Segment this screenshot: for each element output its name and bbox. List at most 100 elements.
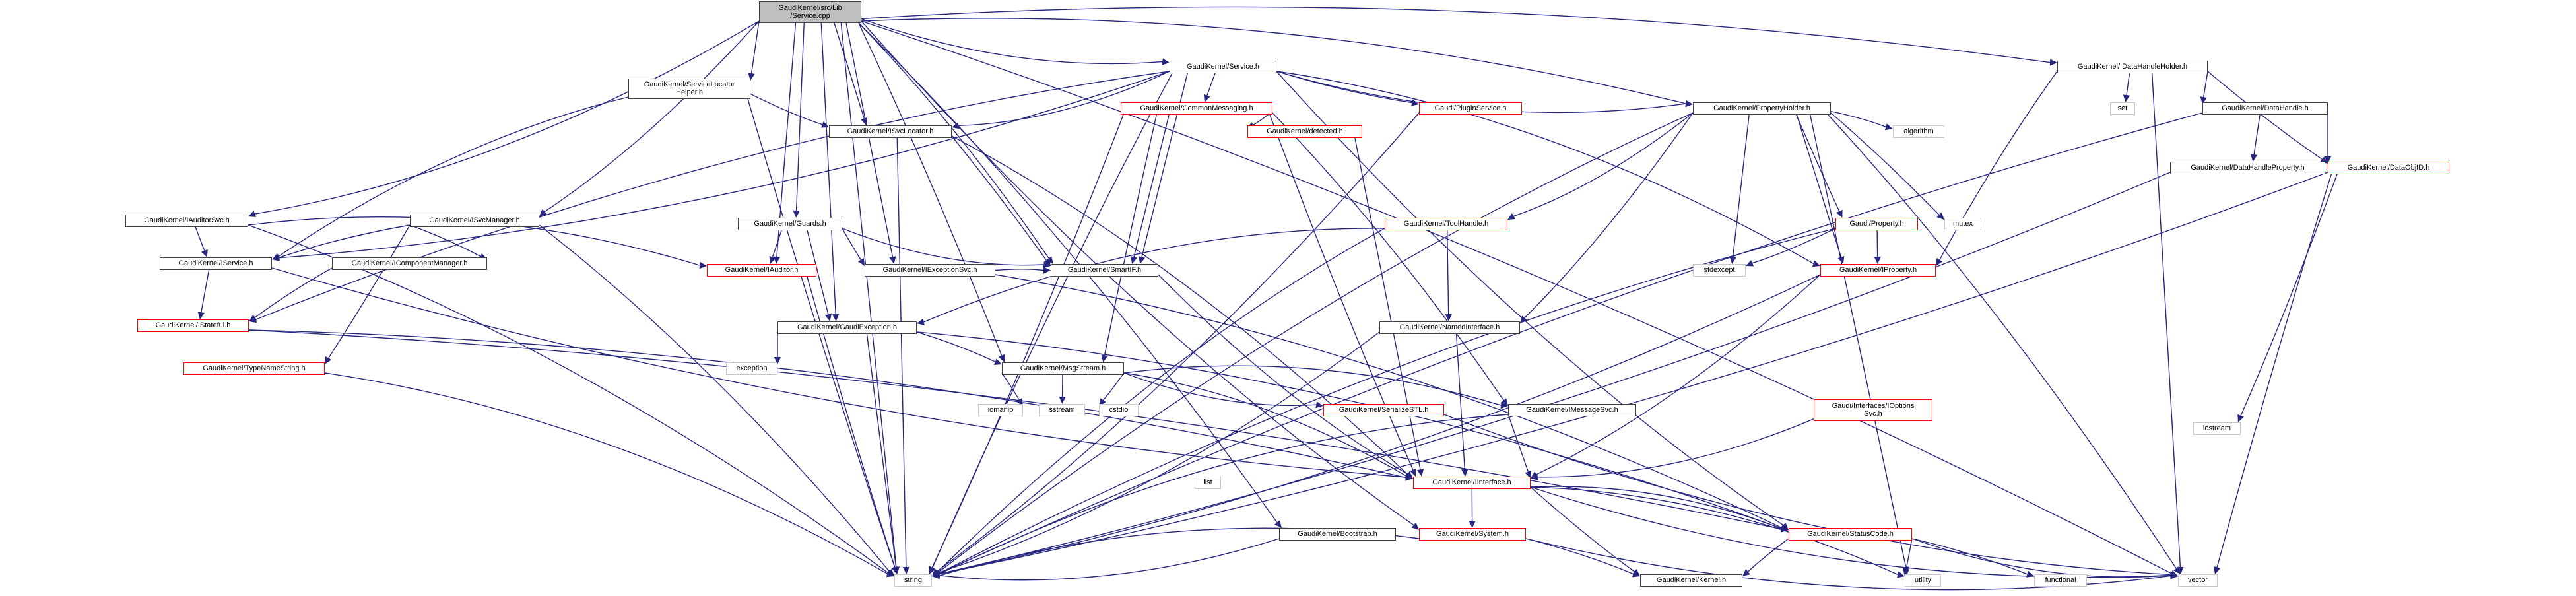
edge-pluginservice-to-string [937, 112, 1420, 572]
arrowhead-icon [2123, 94, 2130, 102]
graph-node-kernel[interactable]: GaudiKernel/Kernel.h [1640, 574, 1742, 587]
edge-property-to-stdexcept [1752, 228, 1836, 264]
graph-node-sstream[interactable]: sstream [1039, 404, 1085, 416]
graph-node-idatahandleholder[interactable]: GaudiKernel/IDataHandleHolder.h [2057, 61, 2208, 73]
arrowhead-icon [917, 318, 925, 325]
graph-node-set[interactable]: set [2110, 102, 2135, 115]
arrowhead-icon [1162, 58, 1170, 65]
graph-node-serializestl[interactable]: GaudiKernel/SerializeSTL.h [1323, 404, 1444, 416]
arrowhead-icon [857, 257, 865, 266]
edge-commonmessaging-to-smartif [1133, 114, 1170, 257]
graph-node-imessagesvc[interactable]: GaudiKernel/IMessageSvc.h [1508, 404, 1636, 416]
edge-istateful-to-iinterface [248, 329, 1406, 479]
edge-service_h-to-isvclocator [958, 71, 1170, 126]
edge-isvclocator-to-iinterface [951, 135, 1408, 475]
graph-node-service_h[interactable]: GaudiKernel/Service.h [1170, 61, 1276, 73]
arrowhead-icon [1101, 354, 1108, 362]
graph-node-vector[interactable]: vector [2178, 574, 2218, 587]
graph-node-mutex[interactable]: mutex [1944, 218, 1981, 230]
arrowhead-icon [1404, 473, 1413, 480]
graph-node-guards[interactable]: GaudiKernel/Guards.h [738, 218, 842, 230]
graph-node-iauditor[interactable]: GaudiKernel/IAuditor.h [707, 264, 816, 277]
arrowhead-icon [998, 354, 1005, 362]
graph-node-bootstrap[interactable]: GaudiKernel/Bootstrap.h [1279, 528, 1396, 541]
arrowhead-icon [699, 261, 707, 269]
arrowhead-icon [1507, 213, 1516, 220]
edge-propertyholder-to-iproperty [1796, 114, 1842, 257]
graph-node-toolhandle[interactable]: GaudiKernel/ToolHandle.h [1385, 218, 1507, 230]
arrowhead-icon [1203, 94, 1210, 102]
arrowhead-icon [1046, 256, 1053, 264]
arrowhead-icon [932, 570, 941, 578]
graph-node-utility[interactable]: utility [1905, 574, 1941, 587]
graph-node-istateful[interactable]: GaudiKernel/IStateful.h [137, 319, 249, 332]
arrowhead-icon [1416, 469, 1424, 477]
edge-imessagesvc-to-string [939, 414, 1509, 575]
arrowhead-icon [902, 566, 910, 574]
graph-node-iauditorsvc[interactable]: GaudiKernel/IAuditorSvc.h [125, 215, 248, 227]
graph-node-iostream[interactable]: iostream [2193, 422, 2241, 435]
arrowhead-icon [932, 568, 940, 576]
graph-node-iproperty[interactable]: GaudiKernel/IProperty.h [1820, 264, 1936, 277]
arrowhead-icon [201, 249, 208, 257]
edge-guards-to-smartif [842, 228, 1044, 266]
graph-node-iexceptionsvc[interactable]: GaudiKernel/IExceptionSvc.h [865, 264, 995, 277]
graph-node-list[interactable]: list [1195, 477, 1221, 489]
graph-node-typenamestring[interactable]: GaudiKernel/TypeNameString.h [183, 362, 325, 375]
graph-node-namedinterface[interactable]: GaudiKernel/NamedInterface.h [1379, 321, 1520, 334]
graph-node-dataobjid[interactable]: GaudiKernel/DataObjID.h [2328, 162, 2449, 174]
graph-node-root[interactable]: GaudiKernel/src/Lib /Service.cpp [759, 1, 861, 23]
graph-node-detected[interactable]: GaudiKernel/detected.h [1247, 125, 1362, 138]
graph-node-pluginservice[interactable]: Gaudi/PluginService.h [1419, 102, 1522, 115]
graph-node-functional[interactable]: functional [2034, 574, 2087, 587]
edge-dataobjid-to-vector [2216, 174, 2332, 568]
arrowhead-icon [1274, 520, 1282, 528]
graph-node-stdexcept[interactable]: stdexcept [1693, 264, 1746, 277]
graph-node-exception[interactable]: exception [726, 362, 777, 375]
graph-node-system[interactable]: GaudiKernel/System.h [1419, 528, 1526, 541]
graph-node-smartif[interactable]: GaudiKernel/SmartIF.h [1051, 264, 1158, 277]
graph-node-gaudiexception[interactable]: GaudiKernel/GaudiException.h [777, 321, 917, 334]
arrowhead-icon [248, 211, 257, 217]
graph-node-isvclocator[interactable]: GaudiKernel/ISvcLocator.h [829, 125, 952, 138]
graph-node-msgstream[interactable]: GaudiKernel/MsgStream.h [1002, 362, 1124, 375]
arrowhead-icon [952, 122, 960, 129]
edge-typenamestring-to-string [324, 372, 888, 574]
graph-node-datahandleproperty[interactable]: GaudiKernel/DataHandleProperty.h [2170, 162, 2325, 174]
graph-node-isvcmanager[interactable]: GaudiKernel/ISvcManager.h [410, 215, 539, 227]
arrowhead-icon [2170, 572, 2178, 579]
edge-idatahandleholder-to-iproperty [1939, 71, 2058, 261]
graph-node-iservice[interactable]: GaudiKernel/IService.h [160, 257, 272, 270]
arrowhead-icon [889, 256, 896, 264]
graph-node-cstdio[interactable]: cstdio [1099, 404, 1139, 416]
graph-node-iomanip[interactable]: iomanip [978, 404, 1023, 416]
graph-node-ioptionssvc[interactable]: Gaudi/Interfaces/IOptions Svc.h [1814, 399, 1932, 421]
edge-detected-to-iinterface [1354, 137, 1421, 470]
graph-node-commonmessaging[interactable]: GaudiKernel/CommonMessaging.h [1121, 102, 1272, 115]
graph-node-servicelocatorhelper[interactable]: GaudiKernel/ServiceLocator Helper.h [628, 79, 750, 99]
edge-isvcmanager-to-string [539, 224, 890, 572]
graph-node-icomponentmanager[interactable]: GaudiKernel/IComponentManager.h [332, 257, 487, 270]
arrowhead-icon [1531, 473, 1538, 480]
arrowhead-icon [1742, 569, 1750, 576]
edge-root-to-service_h [861, 18, 1163, 65]
edge-serializestl-to-vector [1443, 414, 2171, 576]
arrowhead-icon [932, 570, 941, 578]
graph-node-statuscode[interactable]: GaudiKernel/StatusCode.h [1789, 528, 1912, 541]
arrowhead-icon [1729, 256, 1736, 264]
edge-dataobjid-to-string [939, 172, 2328, 575]
edge-service_h-to-smartif [1141, 73, 1188, 257]
edge-idatahandleholder-to-dataobjid [2207, 71, 2323, 160]
graph-node-iinterface[interactable]: GaudiKernel/IInterface.h [1413, 477, 1531, 489]
graph-node-datahandle[interactable]: GaudiKernel/DataHandle.h [2202, 102, 2328, 115]
graph-node-property[interactable]: Gaudi/Property.h [1835, 218, 1918, 230]
graph-node-propertyholder[interactable]: GaudiKernel/PropertyHolder.h [1693, 102, 1831, 115]
edge-datahandle-to-string [939, 112, 2203, 574]
edge-toolhandle-to-string [937, 228, 1385, 572]
graph-node-algorithm[interactable]: algorithm [1893, 125, 1944, 138]
graph-node-string[interactable]: string [894, 574, 932, 587]
arrowhead-icon [1139, 256, 1145, 264]
edge-imessagesvc-to-iinterface [1507, 414, 1529, 472]
arrowhead-icon [1501, 398, 1508, 406]
